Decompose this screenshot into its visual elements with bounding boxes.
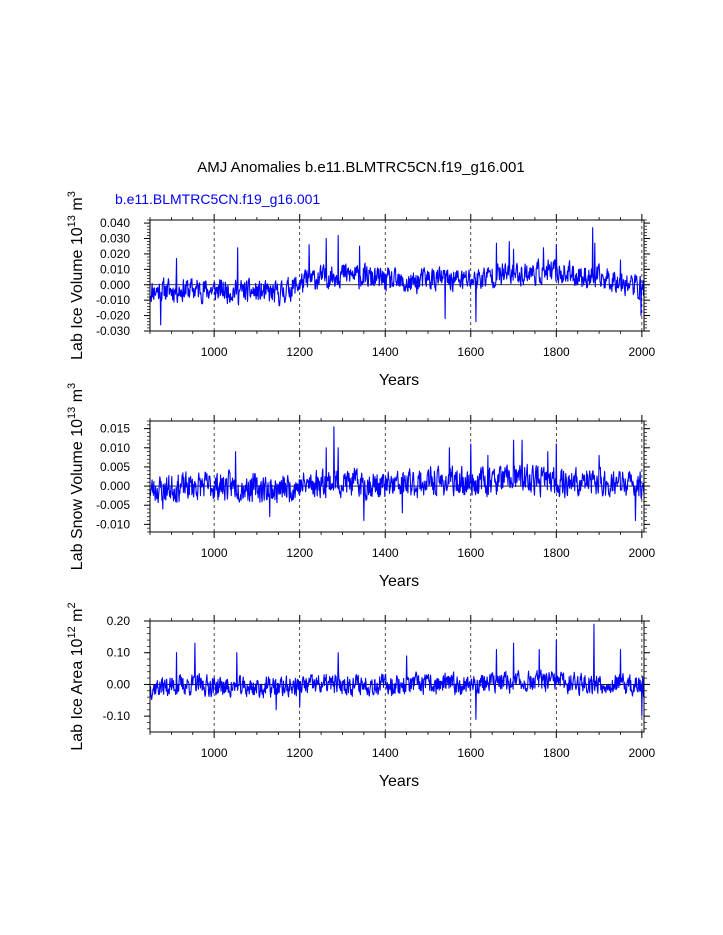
x-tick-label-2000: 2000 <box>629 546 656 560</box>
y-tick-label-1: -0.005 <box>96 498 130 512</box>
y-tick-label-3: 0.005 <box>100 460 130 474</box>
x-tick-label-1000: 1000 <box>201 746 228 760</box>
y-tick-label-1: 0.00 <box>107 677 131 691</box>
x-tick-label-1400: 1400 <box>372 546 399 560</box>
y-tick-label-3: 0.20 <box>107 614 131 628</box>
y-tick-label-3: 0.000 <box>100 278 130 292</box>
y-tick-label-7: 0.040 <box>100 216 130 230</box>
x-tick-label-1000: 1000 <box>201 546 228 560</box>
y-tick-label-0: -0.10 <box>103 709 131 723</box>
y-tick-label-5: 0.020 <box>100 247 130 261</box>
y-axis-label: Lab Snow Volume 1013 m3 <box>66 383 86 570</box>
panel-snow-volume: 1000 1200 1400 1600 1800 2000 -0.010 -0.005 0.00… <box>66 383 656 590</box>
x-tick-label-2000: 2000 <box>629 746 656 760</box>
case-label: b.e11.BLMTRC5CN.f19_g16.001 <box>115 191 320 207</box>
x-tick-label-1200: 1200 <box>286 746 313 760</box>
y-tick-label-6: 0.030 <box>100 232 130 246</box>
y-tick-label-2: 0.000 <box>100 479 130 493</box>
y-tick-label-2: 0.10 <box>107 646 131 660</box>
y-tick-label-2: -0.010 <box>96 293 130 307</box>
panels-group: 1000 1200 1400 1600 1800 2000 -0.030-0.020 -0.0… <box>66 191 656 790</box>
series-line-snow-volume <box>149 426 645 522</box>
x-tick-label-1600: 1600 <box>457 746 484 760</box>
y-tick-label-0: -0.010 <box>96 517 130 531</box>
panel-ice-volume: 1000 1200 1400 1600 1800 2000 -0.030-0.020 -0.0… <box>66 191 656 389</box>
x-tick-label-1200: 1200 <box>286 546 313 560</box>
x-axis-label: Years <box>379 773 419 790</box>
plot-frame <box>149 620 645 733</box>
x-tick-label-2000: 2000 <box>629 345 656 359</box>
y-tick-label-4: 0.010 <box>100 262 130 276</box>
y-tick-label-0: -0.030 <box>96 324 130 338</box>
x-tick-label-1600: 1600 <box>457 345 484 359</box>
plot-frame <box>149 420 645 533</box>
x-tick-label-1800: 1800 <box>543 345 570 359</box>
panel-ice-area: 1000 1200 1400 1600 1800 2000 -0.10 0.00 0.10 0.2… <box>66 602 656 790</box>
figure-title: AMJ Anomalies b.e11.BLMTRC5CN.f19_g16.00… <box>197 159 524 176</box>
x-tick-label-1400: 1400 <box>372 746 399 760</box>
x-tick-label-1400: 1400 <box>372 345 399 359</box>
y-axis-label: Lab Ice Volume 1013 m3 <box>66 191 86 360</box>
x-tick-label-1600: 1600 <box>457 546 484 560</box>
x-tick-label-1000: 1000 <box>201 345 228 359</box>
x-tick-label-1800: 1800 <box>543 746 570 760</box>
y-tick-label-5: 0.015 <box>100 422 130 436</box>
x-axis-label: Years <box>379 573 419 590</box>
x-tick-label-1200: 1200 <box>286 345 313 359</box>
series-line-ice-area <box>149 623 645 720</box>
x-tick-label-1800: 1800 <box>543 546 570 560</box>
x-axis-label: Years <box>379 372 419 389</box>
y-axis-label: Lab Ice Area 1012 m2 <box>66 602 86 750</box>
y-tick-label-1: -0.020 <box>96 309 130 323</box>
series-line-ice-volume <box>149 227 645 326</box>
y-tick-label-4: 0.010 <box>100 441 130 455</box>
